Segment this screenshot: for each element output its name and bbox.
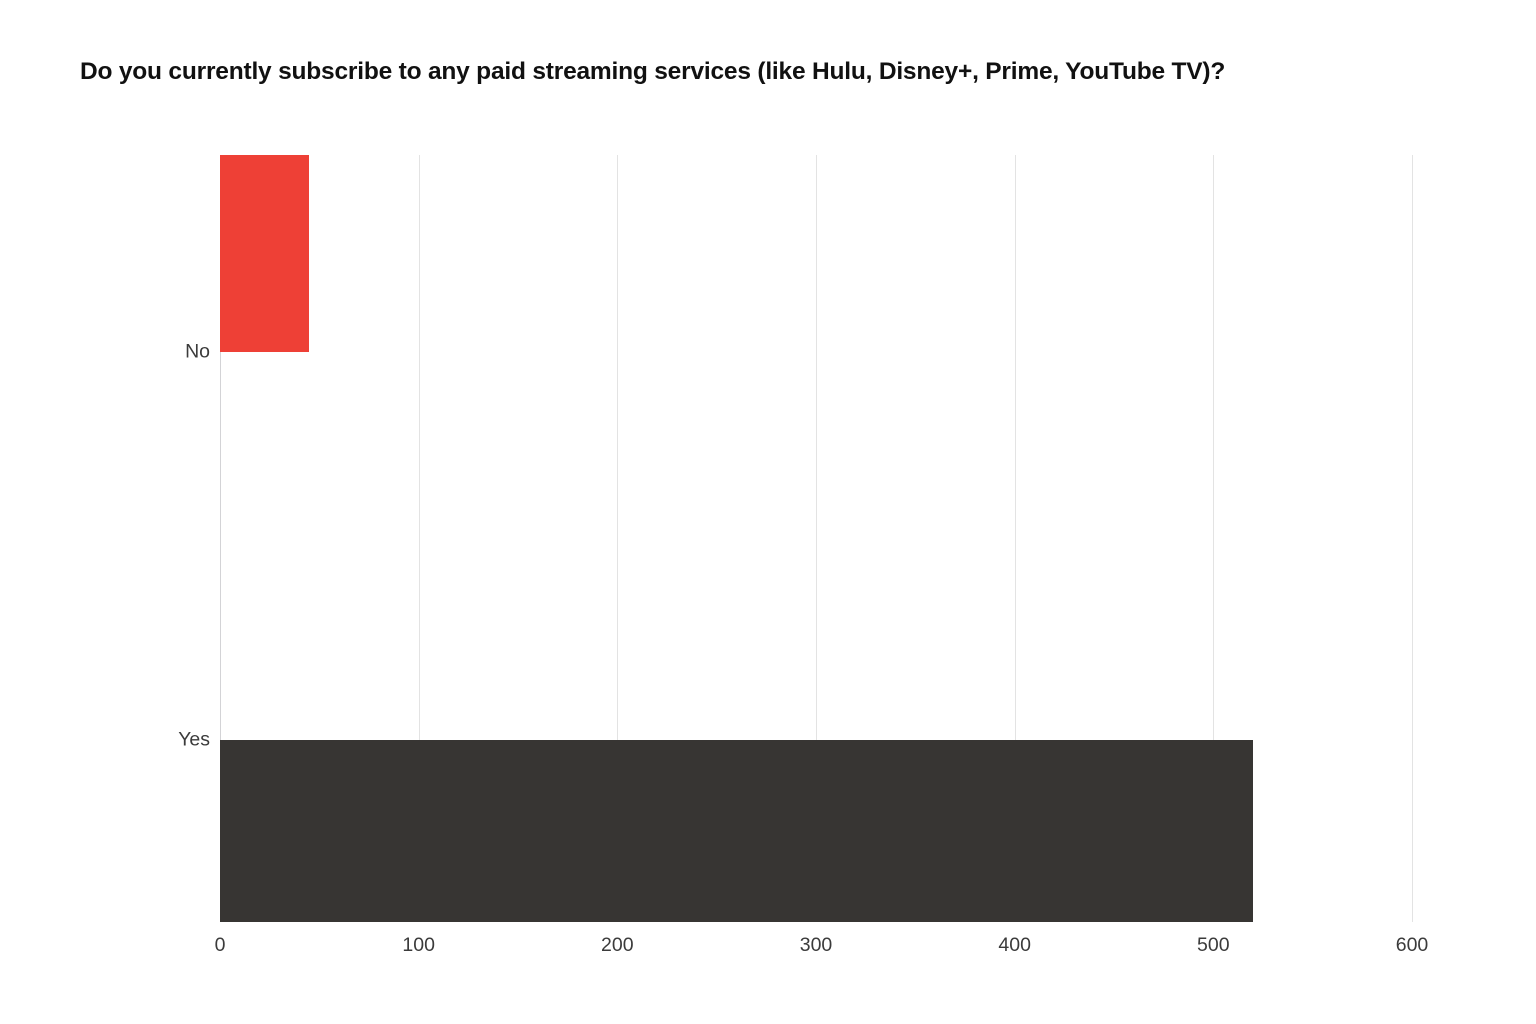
x-tick-label-400: 400 (998, 934, 1031, 956)
bar-no[interactable] (220, 155, 310, 352)
x-tick-label-100: 100 (402, 934, 435, 956)
gridline-x-500 (1213, 155, 1215, 922)
y-tick-label-yes: Yes (178, 728, 210, 751)
plot-area (220, 155, 1413, 922)
x-tick-label-600: 600 (1395, 934, 1429, 956)
x-tick-label-300: 300 (799, 934, 833, 956)
gridline-x-100 (418, 155, 420, 922)
gridline-x-200 (617, 155, 619, 922)
gridline-x-300 (816, 155, 817, 922)
y-axis-line (220, 155, 221, 922)
y-tick-label-no: No (185, 340, 210, 363)
bar-yes[interactable] (220, 740, 1254, 922)
chart-title: Do you currently subscribe to any paid s… (80, 58, 1226, 85)
gridline-x-600 (1412, 155, 1413, 922)
x-tick-label-200: 200 (601, 934, 634, 956)
x-tick-label-0: 0 (214, 934, 226, 956)
gridline-x-400 (1014, 155, 1016, 922)
x-tick-label-500: 500 (1197, 934, 1230, 956)
